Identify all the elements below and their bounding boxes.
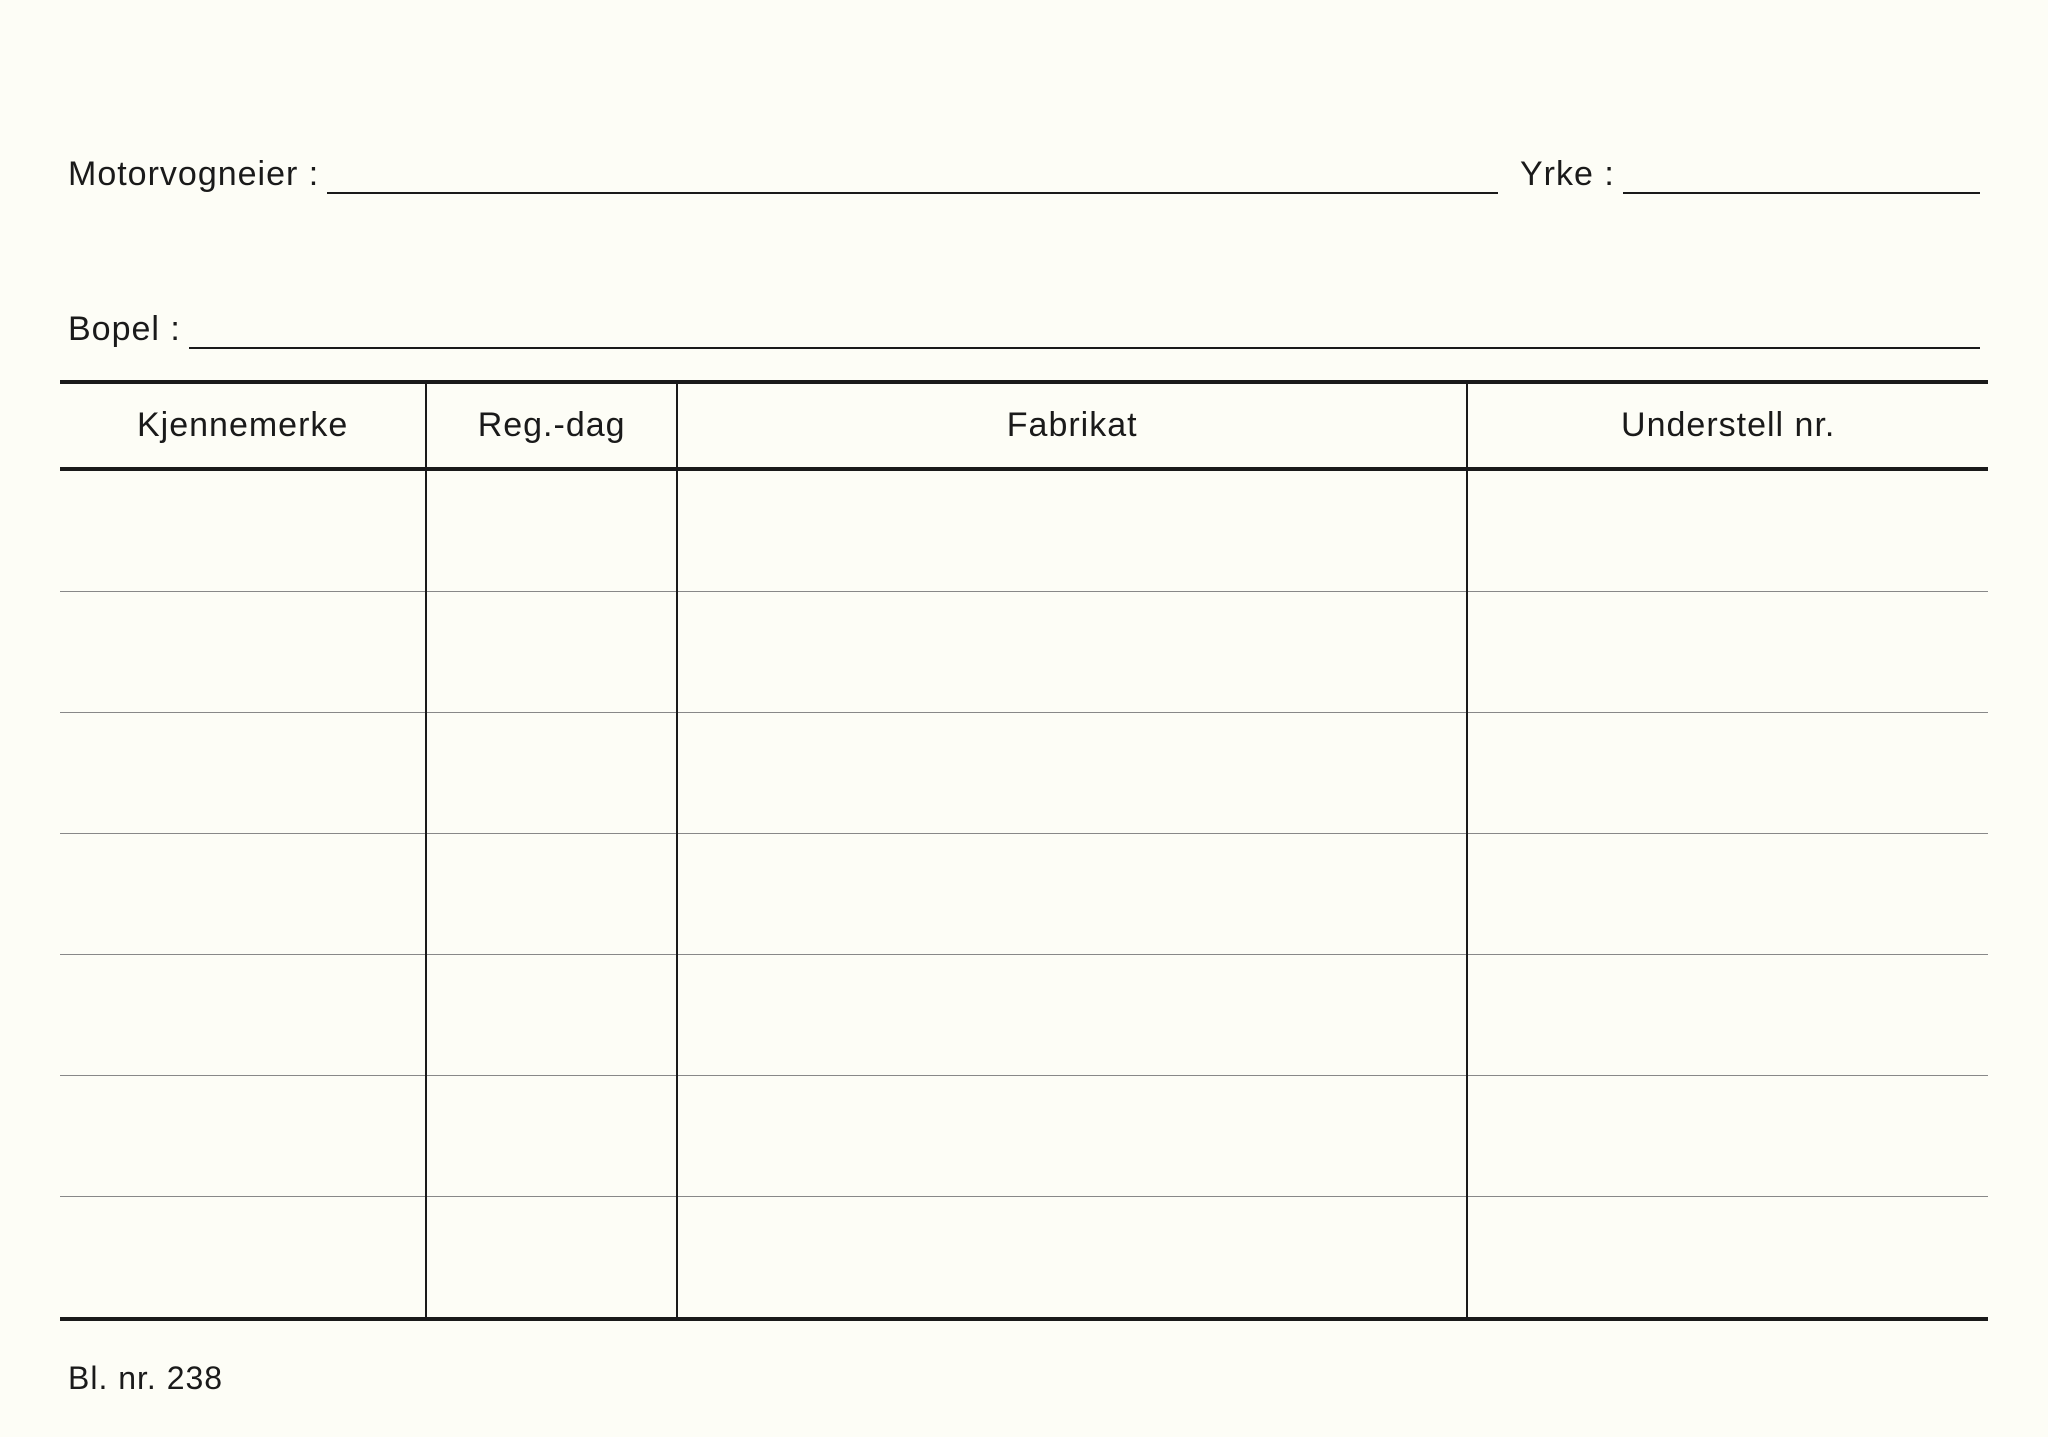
table-cell[interactable] xyxy=(1467,469,1988,592)
table-cell[interactable] xyxy=(426,1197,677,1320)
table-cell[interactable] xyxy=(677,834,1467,955)
form-number: Bl. nr. 238 xyxy=(68,1360,223,1397)
table-cell[interactable] xyxy=(677,1197,1467,1320)
occupation-input-line[interactable] xyxy=(1623,158,1980,194)
table-header-row: KjennemerkeReg.-dagFabrikatUnderstell nr… xyxy=(60,382,1988,469)
table-cell[interactable] xyxy=(677,1076,1467,1197)
table-body xyxy=(60,469,1988,1319)
table-cell[interactable] xyxy=(60,592,426,713)
table-cell[interactable] xyxy=(60,955,426,1076)
table-row xyxy=(60,469,1988,592)
table-cell[interactable] xyxy=(426,713,677,834)
table-cell[interactable] xyxy=(426,592,677,713)
table-cell[interactable] xyxy=(1467,834,1988,955)
table-row xyxy=(60,713,1988,834)
table-cell[interactable] xyxy=(1467,1197,1988,1320)
column-header: Kjennemerke xyxy=(60,382,426,469)
table-cell[interactable] xyxy=(60,1197,426,1320)
table-row xyxy=(60,1076,1988,1197)
occupation-label: Yrke : xyxy=(1520,155,1623,194)
table-cell[interactable] xyxy=(426,1076,677,1197)
column-header: Fabrikat xyxy=(677,382,1467,469)
residence-field-row: Bopel : xyxy=(68,310,1980,349)
table-row xyxy=(60,592,1988,713)
table-cell[interactable] xyxy=(677,713,1467,834)
table-cell[interactable] xyxy=(1467,955,1988,1076)
table-cell[interactable] xyxy=(1467,592,1988,713)
vehicle-table: KjennemerkeReg.-dagFabrikatUnderstell nr… xyxy=(60,380,1988,1321)
table-cell[interactable] xyxy=(1467,1076,1988,1197)
table-cell[interactable] xyxy=(426,834,677,955)
table-cell[interactable] xyxy=(677,592,1467,713)
owner-label: Motorvogneier : xyxy=(68,155,327,194)
table-cell[interactable] xyxy=(426,955,677,1076)
table-row xyxy=(60,834,1988,955)
table-cell[interactable] xyxy=(677,955,1467,1076)
table-row xyxy=(60,955,1988,1076)
table-cell[interactable] xyxy=(60,713,426,834)
owner-field-row: Motorvogneier : xyxy=(68,155,1498,194)
residence-label: Bopel : xyxy=(68,310,189,349)
table-cell[interactable] xyxy=(60,469,426,592)
table-cell[interactable] xyxy=(1467,713,1988,834)
table-cell[interactable] xyxy=(60,1076,426,1197)
residence-input-line[interactable] xyxy=(189,313,1980,349)
column-header: Reg.-dag xyxy=(426,382,677,469)
owner-input-line[interactable] xyxy=(327,158,1498,194)
table-cell[interactable] xyxy=(60,834,426,955)
vehicle-table-container: KjennemerkeReg.-dagFabrikatUnderstell nr… xyxy=(60,380,1988,1321)
table-row xyxy=(60,1197,1988,1320)
occupation-field-row: Yrke : xyxy=(1520,155,1980,194)
table-cell[interactable] xyxy=(426,469,677,592)
registration-card: Motorvogneier : Yrke : Bopel : Kjennemer… xyxy=(0,0,2048,1437)
column-header: Understell nr. xyxy=(1467,382,1988,469)
table-cell[interactable] xyxy=(677,469,1467,592)
